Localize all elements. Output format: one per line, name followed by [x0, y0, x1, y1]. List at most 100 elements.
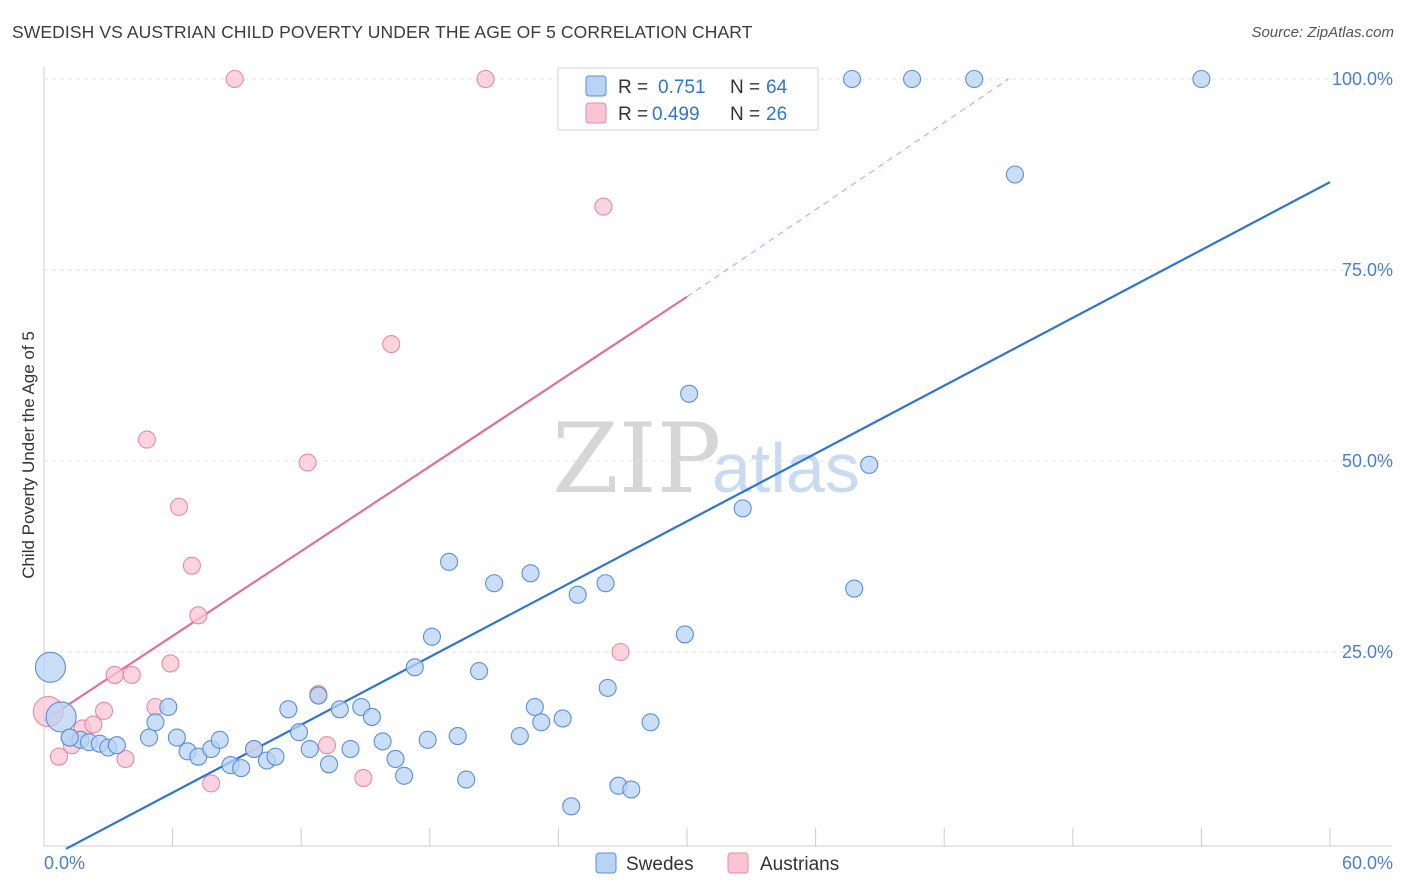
x-tick-label-max: 60.0%	[1342, 853, 1393, 873]
swedes-point	[448, 726, 467, 746]
y-tick-label: 25.0%	[1342, 642, 1393, 662]
x-tick-label-min: 0.0%	[44, 853, 85, 873]
swedes-point	[845, 579, 864, 598]
swedes-point	[440, 552, 459, 571]
y-tick-label: 75.0%	[1342, 260, 1393, 280]
austrians-point	[189, 606, 208, 625]
bottom-legend-austrians-swatch	[727, 852, 749, 874]
swedes-point	[622, 780, 641, 799]
legend-austrians-n-label: N =	[730, 104, 760, 125]
austrians-points	[32, 69, 630, 793]
austrians-trend-extension	[686, 78, 1009, 298]
swedes-point	[373, 732, 392, 751]
austrians-point	[182, 556, 201, 575]
swedes-point	[842, 69, 862, 89]
trend-lines	[43, 78, 1331, 850]
watermark: ZIP atlas	[552, 403, 860, 515]
austrians-point	[84, 715, 103, 734]
austrians-point	[354, 769, 373, 788]
austrians-point	[611, 642, 630, 662]
swedes-point	[232, 759, 251, 778]
austrians-point	[225, 69, 244, 89]
swedes-point	[525, 697, 544, 717]
swedes-point	[680, 384, 699, 403]
swedes-point	[598, 678, 617, 697]
swedes-point	[470, 662, 489, 681]
austrians-point	[476, 69, 495, 89]
legend-swedes-r-value: 0.751	[658, 77, 706, 98]
swedes-point	[309, 686, 328, 705]
legend-swedes-n-value: 64	[766, 77, 788, 98]
swedes-point	[300, 739, 319, 759]
legend-austrians-n-value: 26	[766, 104, 787, 125]
swedes-point	[159, 697, 178, 717]
austrians-trend-line	[43, 295, 688, 722]
swedes-point	[362, 707, 381, 726]
watermark-zip: ZIP	[552, 403, 721, 515]
swedes-point	[562, 797, 581, 816]
swedes-point	[290, 723, 309, 742]
gridlines	[44, 78, 1392, 653]
swedes-point	[386, 749, 405, 769]
legend-austrians-r-value: 0.499	[652, 104, 700, 125]
swedes-point	[485, 574, 504, 593]
swedes-points	[34, 69, 1211, 816]
swedes-point	[34, 651, 66, 683]
swedes-point	[107, 736, 126, 755]
swedes-point	[167, 728, 186, 747]
austrians-point	[116, 749, 135, 769]
chart-title: SWEDISH VS AUSTRIAN CHILD POVERTY UNDER …	[12, 22, 753, 42]
swedes-point	[405, 658, 424, 677]
swedes-point	[341, 739, 360, 759]
swedes-point	[1005, 165, 1024, 184]
austrians-point	[382, 335, 401, 354]
swedes-point	[641, 713, 660, 732]
swedes-point	[532, 713, 551, 732]
swedes-point	[422, 627, 441, 646]
x-tick-labels: 0.0% 60.0%	[44, 853, 1393, 873]
austrians-point	[317, 736, 336, 755]
swedes-point	[733, 499, 752, 518]
swedes-point	[244, 739, 264, 759]
austrians-point	[105, 665, 124, 684]
swedes-point	[320, 755, 339, 774]
swedes-point	[139, 728, 159, 747]
swedes-point	[418, 730, 437, 749]
legend-swedes-swatch	[585, 75, 607, 97]
bottom-legend-swedes-label: Swedes	[626, 854, 694, 875]
y-tick-labels: 25.0% 50.0% 75.0% 100.0%	[1332, 69, 1393, 662]
austrians-point	[202, 774, 221, 793]
austrians-point	[49, 747, 69, 766]
y-tick-label: 50.0%	[1342, 451, 1393, 471]
y-axis-label: Child Poverty Under the Age of 5	[19, 331, 38, 579]
austrians-point	[594, 197, 613, 216]
swedes-point	[45, 701, 77, 733]
swedes-point	[596, 574, 615, 593]
swedes-point	[1192, 69, 1211, 89]
swedes-point	[675, 625, 694, 644]
swedes-point	[510, 726, 529, 746]
series-legend: Swedes Austrians	[595, 852, 839, 875]
legend-swedes-r-label: R =	[618, 77, 648, 98]
swedes-point	[457, 770, 476, 789]
swedes-point	[395, 766, 414, 785]
swedes-point	[146, 713, 165, 732]
swedes-point	[279, 700, 298, 719]
bottom-legend-austrians-label: Austrians	[760, 854, 839, 875]
swedes-point	[210, 730, 229, 749]
bottom-legend-swedes-swatch	[595, 852, 617, 874]
correlation-legend: R = 0.751 N = 64 R = 0.499 N = 26	[557, 67, 819, 131]
swedes-trend-line	[65, 181, 1331, 850]
y-tick-label: 100.0%	[1332, 69, 1393, 89]
swedes-point	[330, 700, 349, 719]
swedes-point	[902, 69, 922, 89]
swedes-point	[860, 455, 879, 474]
austrians-point	[137, 430, 156, 449]
swedes-point	[60, 728, 79, 747]
austrians-point	[298, 453, 317, 472]
legend-swedes-n-label: N =	[730, 77, 760, 98]
legend-austrians-r-label: R =	[618, 104, 648, 125]
swedes-point	[965, 69, 984, 89]
swedes-point	[266, 747, 285, 766]
